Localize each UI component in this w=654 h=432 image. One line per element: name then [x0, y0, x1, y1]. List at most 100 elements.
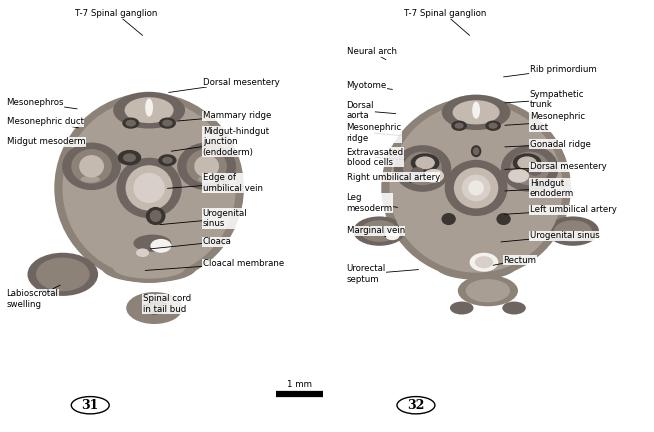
Ellipse shape	[194, 155, 219, 178]
Text: Edge of
umbilical vein: Edge of umbilical vein	[167, 174, 263, 193]
Ellipse shape	[390, 103, 562, 273]
Ellipse shape	[116, 158, 182, 218]
Ellipse shape	[468, 181, 484, 196]
Text: Midgut mesoderm: Midgut mesoderm	[7, 137, 85, 147]
Ellipse shape	[150, 210, 162, 222]
Text: Dorsal mesentery: Dorsal mesentery	[505, 162, 606, 171]
Text: Right umbilical artery: Right umbilical artery	[347, 173, 440, 182]
Circle shape	[118, 150, 141, 165]
Circle shape	[485, 121, 501, 131]
Ellipse shape	[458, 275, 518, 306]
Text: 1 mm: 1 mm	[287, 380, 312, 389]
Text: Urogenital
sinus: Urogenital sinus	[160, 209, 247, 228]
Ellipse shape	[435, 251, 517, 280]
Ellipse shape	[113, 92, 185, 129]
Ellipse shape	[71, 397, 109, 414]
Text: T-7 Spinal ganglion: T-7 Spinal ganglion	[75, 9, 158, 35]
Text: Myotome: Myotome	[347, 81, 392, 90]
Text: Mesonephric duct: Mesonephric duct	[7, 118, 84, 128]
Ellipse shape	[496, 213, 511, 225]
Circle shape	[517, 156, 537, 169]
Ellipse shape	[126, 292, 182, 324]
Ellipse shape	[198, 176, 218, 183]
Circle shape	[385, 231, 400, 240]
Circle shape	[470, 253, 498, 272]
Ellipse shape	[133, 235, 171, 252]
Circle shape	[513, 153, 542, 172]
Ellipse shape	[403, 152, 442, 185]
Ellipse shape	[466, 279, 510, 302]
Ellipse shape	[146, 207, 165, 225]
Ellipse shape	[473, 147, 479, 155]
Text: Urogenital sinus: Urogenital sinus	[501, 232, 600, 242]
Text: T-7 Spinal ganglion: T-7 Spinal ganglion	[404, 9, 486, 35]
Ellipse shape	[397, 397, 435, 414]
Text: Mammary ridge: Mammary ridge	[178, 111, 271, 121]
Text: Mesonephros: Mesonephros	[7, 98, 77, 109]
Text: Mesonephric
ridge: Mesonephric ridge	[347, 124, 402, 143]
Ellipse shape	[79, 155, 104, 178]
Ellipse shape	[186, 149, 227, 184]
Ellipse shape	[510, 152, 549, 185]
Ellipse shape	[462, 175, 490, 201]
Ellipse shape	[133, 173, 165, 203]
Text: Labioscrotal
swelling: Labioscrotal swelling	[7, 285, 60, 308]
Ellipse shape	[502, 302, 526, 314]
Circle shape	[123, 153, 136, 162]
Ellipse shape	[62, 143, 121, 190]
Circle shape	[126, 120, 136, 127]
Text: Cloaca: Cloaca	[150, 238, 232, 249]
Circle shape	[158, 154, 177, 166]
Circle shape	[411, 153, 439, 172]
Ellipse shape	[177, 143, 236, 190]
Ellipse shape	[102, 253, 196, 283]
Ellipse shape	[113, 257, 185, 279]
Ellipse shape	[145, 98, 153, 117]
Ellipse shape	[471, 145, 481, 157]
Ellipse shape	[547, 216, 599, 246]
Ellipse shape	[472, 102, 480, 119]
Ellipse shape	[442, 95, 510, 130]
Circle shape	[508, 169, 529, 183]
Text: Extravasated
blood cells: Extravasated blood cells	[347, 148, 404, 167]
Text: Leg
mesoderm: Leg mesoderm	[347, 194, 398, 213]
Text: Spinal cord
in tail bud: Spinal cord in tail bud	[143, 295, 191, 314]
Text: Mesonephric
duct: Mesonephric duct	[505, 112, 585, 131]
Ellipse shape	[353, 216, 405, 246]
Text: Urorectal
septum: Urorectal septum	[347, 264, 419, 283]
Ellipse shape	[394, 145, 451, 192]
Circle shape	[411, 167, 424, 176]
Ellipse shape	[27, 253, 98, 296]
Ellipse shape	[360, 220, 398, 242]
Circle shape	[150, 239, 171, 253]
Text: Rectum: Rectum	[493, 256, 536, 265]
Text: Gonadal ridge: Gonadal ridge	[505, 140, 591, 149]
Ellipse shape	[445, 160, 508, 216]
Circle shape	[149, 305, 160, 311]
Text: Neural arch: Neural arch	[347, 48, 396, 60]
Text: Midgut-hindgut
junction
(endoderm): Midgut-hindgut junction (endoderm)	[171, 127, 269, 156]
Circle shape	[423, 169, 444, 183]
Circle shape	[162, 120, 173, 127]
Text: Hindgut
endoderm: Hindgut endoderm	[505, 179, 574, 198]
Circle shape	[528, 167, 542, 176]
Circle shape	[159, 118, 176, 129]
Ellipse shape	[501, 145, 559, 192]
Text: 31: 31	[82, 399, 99, 412]
Ellipse shape	[554, 220, 592, 242]
Text: Rib primordium: Rib primordium	[504, 65, 596, 77]
Text: Left umbilical artery: Left umbilical artery	[505, 206, 617, 214]
Circle shape	[475, 256, 493, 268]
Text: 32: 32	[407, 399, 424, 412]
Text: Dorsal
aorta: Dorsal aorta	[347, 101, 396, 120]
Circle shape	[136, 248, 149, 257]
Circle shape	[162, 157, 173, 164]
Text: Sympathetic
trunk: Sympathetic trunk	[505, 90, 584, 109]
Text: Cloacal membrane: Cloacal membrane	[145, 259, 284, 270]
Circle shape	[145, 302, 164, 314]
Ellipse shape	[62, 99, 236, 276]
Ellipse shape	[450, 302, 473, 314]
Ellipse shape	[381, 97, 571, 279]
Circle shape	[415, 156, 435, 169]
Circle shape	[455, 123, 464, 129]
